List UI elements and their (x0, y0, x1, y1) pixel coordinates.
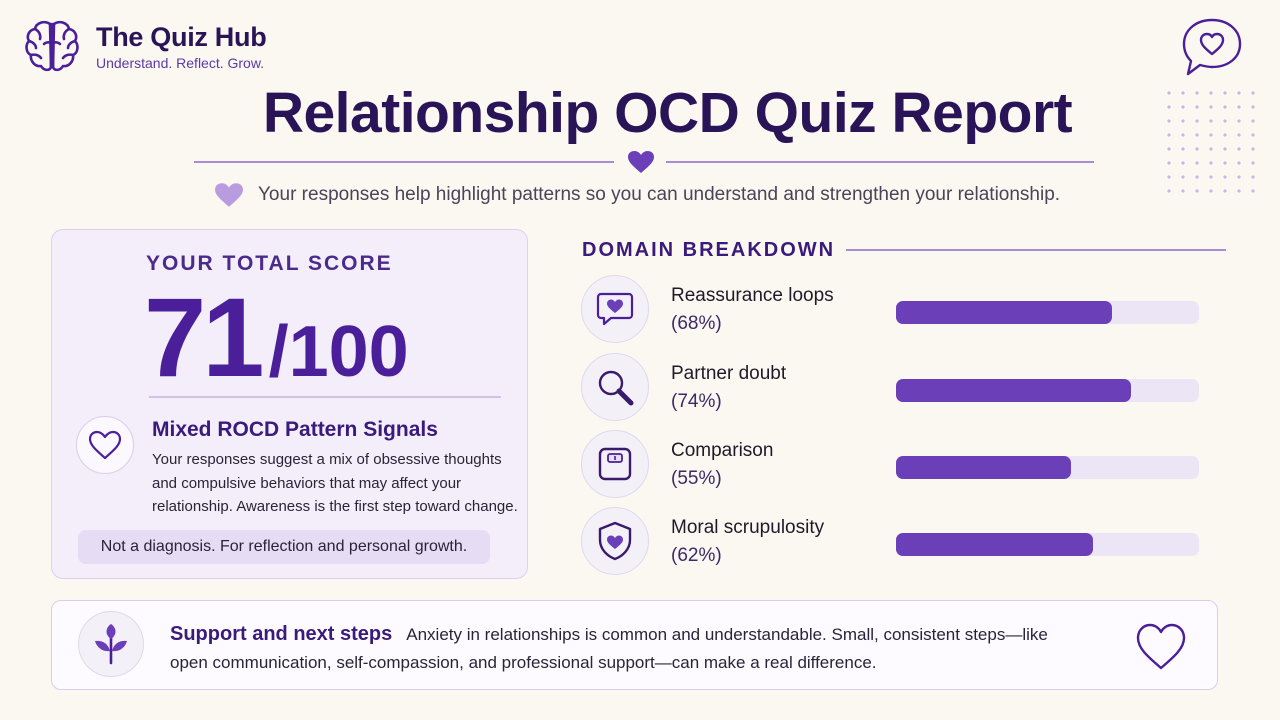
decorative-dots (1162, 86, 1260, 198)
subtitle-text: Your responses help highlight patterns s… (258, 184, 1061, 205)
chat-heart-icon (596, 292, 634, 326)
domain-name: Partner doubt (671, 363, 787, 384)
domain-name: Reassurance loops (671, 285, 834, 306)
title-divider-left (194, 161, 614, 163)
domain-row: Partner doubt (74%) (581, 353, 1221, 423)
pattern-description: Your responses suggest a mix of obsessiv… (152, 451, 518, 515)
heart-outline-icon (1136, 623, 1186, 670)
progress-track (896, 301, 1199, 324)
heart-icon (215, 183, 243, 207)
pattern-title: Mixed ROCD Pattern Signals (152, 418, 438, 441)
brand-tagline: Understand. Reflect. Grow. (96, 54, 265, 71)
progress-track (896, 379, 1199, 402)
progress-track (896, 456, 1199, 479)
page-title: Relationship OCD Quiz Report (262, 81, 1073, 145)
support-text: Anxiety in relationships is common and u… (170, 625, 1048, 672)
domain-icon-circle (581, 353, 649, 421)
progress-fill (896, 379, 1132, 402)
title-divider-right (666, 161, 1094, 163)
domain-name: Moral scrupulosity (671, 517, 825, 538)
support-card: Support and next steps Anxiety in relatio… (51, 600, 1218, 690)
shield-heart-icon (598, 521, 632, 561)
support-icon-circle (78, 611, 144, 677)
domain-percent: (74%) (671, 391, 722, 412)
domain-percent: (68%) (671, 313, 722, 334)
domain-percent: (62%) (671, 545, 722, 566)
subtitle: Your responses help highlight patterns s… (214, 182, 1060, 208)
domain-row: Comparison (55%) (581, 430, 1221, 500)
score-divider (149, 396, 501, 398)
chat-heart-icon[interactable] (1180, 14, 1244, 78)
pattern-icon-circle (76, 416, 134, 474)
score-card: YOUR TOTAL SCORE 71 /100 Mixed ROCD Patt… (51, 229, 528, 579)
domain-icon-circle (581, 430, 649, 498)
progress-track (896, 533, 1199, 556)
domain-row: Reassurance loops (68%) (581, 275, 1221, 345)
brand-name: The Quiz Hub (96, 21, 267, 52)
heart-icon (628, 151, 654, 173)
support-text-block: Support and next steps Anxiety in relatio… (170, 620, 1070, 677)
score-value: 71 /100 (144, 276, 409, 399)
disclaimer-badge: Not a diagnosis. For reflection and pers… (78, 530, 490, 564)
brain-icon (25, 20, 79, 72)
brand: The Quiz Hub Understand. Reflect. Grow. (22, 16, 267, 76)
score-max: /100 (268, 312, 409, 392)
magnifier-icon (598, 370, 634, 406)
progress-fill (896, 301, 1113, 324)
breakdown-divider (846, 249, 1226, 251)
progress-fill (896, 533, 1094, 556)
domain-icon-circle (581, 275, 649, 343)
domain-percent: (55%) (671, 468, 722, 489)
sprout-icon (95, 624, 127, 665)
heart-outline-icon (88, 430, 122, 460)
score-label: YOUR TOTAL SCORE (146, 252, 393, 275)
domain-row: Moral scrupulosity (62%) (581, 507, 1221, 577)
domain-name: Comparison (671, 440, 774, 461)
progress-fill (896, 456, 1071, 479)
scale-icon (598, 447, 632, 481)
support-title: Support and next steps (170, 623, 393, 645)
score-number: 71 (144, 275, 265, 400)
breakdown-title: DOMAIN BREAKDOWN (582, 239, 836, 261)
domain-icon-circle (581, 507, 649, 575)
